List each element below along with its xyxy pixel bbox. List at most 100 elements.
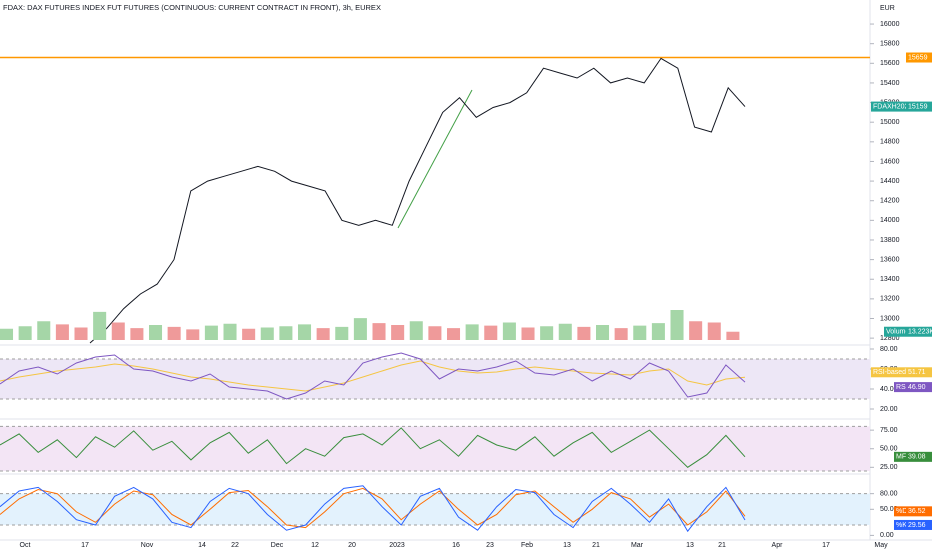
- volume-bar: [316, 328, 330, 340]
- price-level-label-bg: [906, 52, 932, 63]
- volume-bar: [670, 310, 684, 340]
- y-tick-label: 80.00: [880, 346, 898, 353]
- y-tick-label: 13600: [880, 256, 900, 263]
- volume-value-bg: [906, 326, 932, 337]
- indicator-band: [0, 426, 870, 472]
- x-tick-label: 22: [231, 542, 239, 549]
- x-tick-label: 13: [563, 542, 571, 549]
- y-tick-label: 14000: [880, 217, 900, 224]
- x-tick-label: Feb: [521, 542, 533, 549]
- x-tick-label: Dec: [271, 542, 284, 549]
- y-tick-label: 15800: [880, 41, 900, 48]
- y-tick-label: 15000: [880, 119, 900, 126]
- y-tick-label: 14600: [880, 158, 900, 165]
- series-value-bg: [906, 519, 932, 530]
- volume-bar: [18, 326, 32, 340]
- x-tick-label: 17: [81, 542, 89, 549]
- series-name: RSI-based MA: [873, 369, 919, 376]
- volume-bar: [130, 328, 144, 340]
- series-name-bg: [894, 506, 906, 517]
- volume-bar: [447, 328, 461, 340]
- volume-bar: [707, 322, 721, 340]
- volume-bar: [223, 323, 237, 340]
- series-line: [0, 427, 746, 468]
- x-tick-label: 13: [686, 542, 694, 549]
- x-tick-label: Oct: [20, 542, 31, 549]
- chart-title: FDAX: DAX FUTURES INDEX FUT FUTURES (CON…: [3, 3, 381, 12]
- series-value-bg: [906, 367, 932, 378]
- indicator-band: [0, 493, 870, 525]
- volume-value: 13.223K: [908, 329, 932, 336]
- series-name: FDAXH2023: [873, 103, 912, 110]
- series-name: %D: [896, 508, 907, 515]
- volume-bar: [353, 318, 367, 340]
- series-name-bg: [894, 519, 906, 530]
- y-tick-label: 16000: [880, 21, 900, 28]
- x-tick-label: Nov: [141, 542, 154, 549]
- volume-bar: [577, 326, 591, 340]
- volume-bar: [726, 331, 740, 340]
- volume-bar: [149, 325, 163, 340]
- volume-bar: [484, 325, 498, 340]
- series-value: 15159: [908, 103, 928, 110]
- volume-bar: [391, 325, 405, 340]
- y-tick-label: 15600: [880, 60, 900, 67]
- volume-bar: [37, 321, 51, 340]
- y-tick-label: 14800: [880, 139, 900, 146]
- x-tick-label: Mar: [631, 542, 644, 549]
- volume-bar: [279, 326, 293, 340]
- x-tick-label: Apr: [772, 542, 784, 549]
- y-tick-label: 0.00: [880, 532, 894, 539]
- volume-bar: [93, 311, 107, 340]
- series-value-bg: [906, 506, 932, 517]
- volume-bar: [111, 322, 125, 340]
- y-tick-label: 13200: [880, 296, 900, 303]
- volume-bar: [651, 323, 665, 340]
- volume-bar: [372, 323, 386, 340]
- series-value-bg: [906, 101, 932, 112]
- trend-line: [397, 89, 473, 229]
- y-tick-label: 50.00: [880, 446, 898, 453]
- volume-bar: [558, 323, 572, 340]
- y-tick-label: 12800: [880, 335, 900, 342]
- x-tick-label: 14: [198, 542, 206, 549]
- x-tick-label: 17: [822, 542, 830, 549]
- y-tick-label: 13800: [880, 237, 900, 244]
- y-tick-label: 15400: [880, 80, 900, 87]
- x-tick-label: 21: [718, 542, 726, 549]
- series-value: 39.08: [908, 454, 926, 461]
- y-tick-label: 40.00: [880, 386, 898, 393]
- volume-bar: [614, 328, 628, 340]
- x-tick-label: 20: [348, 542, 356, 549]
- volume-bar: [335, 326, 349, 340]
- x-tick-label: 12: [311, 542, 319, 549]
- y-tick-label: 13400: [880, 276, 900, 283]
- volume-bar: [428, 326, 442, 340]
- series-name-bg: [871, 367, 906, 378]
- series-value: 46.90: [908, 384, 926, 391]
- series-line: [0, 485, 746, 533]
- x-tick-label: 21: [592, 542, 600, 549]
- volume-bar: [74, 327, 88, 340]
- series-value: 29.56: [908, 522, 926, 529]
- volume-bar: [521, 327, 535, 340]
- volume-bar: [55, 324, 69, 340]
- y-tick-label: 75.00: [880, 427, 898, 434]
- series-name: MF: [896, 454, 906, 461]
- volume-bar: [242, 328, 256, 340]
- y-tick-label: 14200: [880, 198, 900, 205]
- series-value-bg: [906, 382, 932, 393]
- volume-bar: [204, 325, 218, 340]
- volume-bar: [0, 328, 14, 340]
- volume-bar: [596, 325, 610, 340]
- volume-bar: [633, 325, 647, 340]
- y-tick-label: 14400: [880, 178, 900, 185]
- volume-bar: [186, 329, 200, 340]
- volume-bar: [502, 322, 516, 340]
- x-tick-label: May: [874, 542, 888, 549]
- indicator-band: [0, 359, 870, 399]
- y-tick-label: 20.00: [880, 406, 898, 413]
- series-value: 36.52: [908, 508, 926, 515]
- volume-bar: [409, 321, 423, 340]
